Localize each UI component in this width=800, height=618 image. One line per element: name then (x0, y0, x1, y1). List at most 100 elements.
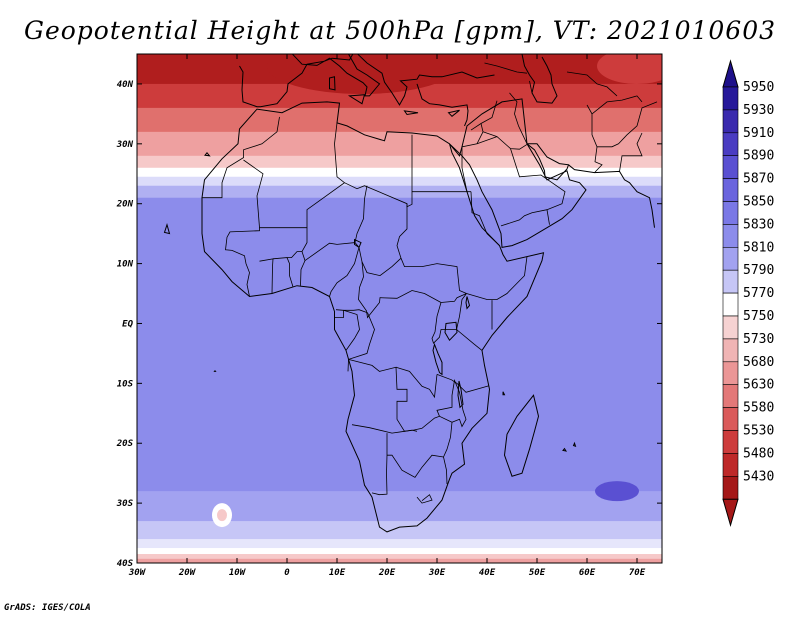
country-border (354, 185, 368, 243)
height-band (137, 131, 662, 157)
x-tick-label: 70E (629, 568, 646, 578)
colorbar-top-arrow (722, 59, 739, 88)
country-border (300, 227, 308, 286)
low-core (217, 509, 227, 522)
trough-core-east (597, 54, 662, 84)
colorbar-swatch (722, 453, 739, 477)
country-border (225, 227, 260, 297)
colorbar-swatch (722, 384, 739, 408)
country-border (529, 80, 533, 93)
lake-outline (444, 321, 458, 342)
country-border (272, 257, 294, 288)
y-tick-label: 10S (117, 379, 134, 389)
island-outline (329, 76, 336, 91)
colorbar-label: 5480 (743, 446, 774, 461)
y-tick-label: EQ (122, 319, 133, 329)
colorbar-swatch (722, 407, 739, 431)
country-border (509, 92, 528, 144)
height-band (137, 558, 662, 563)
height-band (137, 548, 662, 555)
country-border (396, 203, 528, 300)
height-band (137, 197, 662, 492)
colorbar-label: 5950 (743, 80, 774, 95)
country-border (461, 100, 498, 192)
country-border (416, 494, 433, 504)
x-tick-label: 20W (178, 568, 197, 578)
colorbar-label: 5870 (743, 172, 774, 187)
colorbar-swatch (722, 338, 739, 363)
colorbar-label: 5770 (743, 286, 774, 301)
island-outline (562, 447, 568, 452)
colorbar-label: 5630 (743, 378, 774, 393)
x-tick-label: 50E (529, 568, 546, 578)
colorbar-swatch (722, 201, 739, 225)
height-band (137, 185, 662, 199)
x-tick-label: 30W (128, 568, 147, 578)
x-tick-label: 10E (329, 568, 346, 578)
country-border (470, 123, 482, 131)
y-tick-label: 40S (117, 559, 134, 569)
colorbar-swatch (722, 475, 739, 500)
colorbar-label: 5750 (743, 309, 774, 324)
height-band (137, 176, 662, 187)
lake-outline (432, 342, 443, 376)
x-tick-label: 20E (378, 568, 396, 578)
country-border (259, 258, 274, 294)
country-border (347, 312, 375, 372)
iran-coastline (568, 164, 655, 228)
country-border (440, 293, 467, 303)
colorbar-label: 5890 (743, 149, 774, 164)
island-outline (163, 222, 171, 235)
colorbar-label: 5430 (743, 469, 774, 484)
country-border (484, 62, 528, 74)
lake-outline (465, 296, 471, 310)
country-border (456, 293, 467, 330)
x-tick-label: 10W (229, 568, 247, 578)
y-tick-label: 20N (116, 200, 134, 210)
country-border (351, 424, 414, 434)
colorbar-swatch (722, 292, 739, 317)
colorbar-swatch (722, 86, 739, 111)
country-border (436, 374, 490, 393)
country-border (334, 310, 344, 318)
colorbar-swatch (722, 247, 739, 271)
x-tick-label: 0 (284, 568, 290, 578)
country-border (387, 454, 444, 478)
country-border (619, 132, 643, 172)
y-tick-label: 40N (117, 80, 134, 90)
country-border (395, 366, 438, 399)
y-tick-label: 20S (116, 439, 134, 449)
x-tick-label: 60E (579, 568, 596, 578)
colorbar-label: 5910 (743, 126, 774, 141)
colorbar-label: 5530 (743, 424, 774, 439)
colorbar: 5950 5930 5910 5890 5870 5850 5830 5810 5790 5770… (722, 59, 774, 528)
colorbar-swatch (722, 361, 739, 385)
colorbar-label: 5730 (743, 332, 774, 347)
y-tick-label: 30S (116, 499, 134, 509)
country-border (591, 95, 643, 115)
map-title: Geopotential Height at 500hPa [gpm], VT:… (23, 16, 777, 45)
country-border (470, 191, 500, 246)
grads-credit: GrADS: IGES/COLA (4, 603, 91, 613)
high-center (595, 481, 639, 502)
colorbar-label: 5790 (743, 263, 774, 278)
arabia-coastline (449, 98, 587, 248)
colorbar-swatch (722, 178, 739, 202)
colorbar-swatch (722, 430, 739, 454)
height-band (137, 539, 662, 549)
colorbar-label: 5810 (743, 240, 774, 255)
country-border (500, 209, 548, 227)
x-axis: 30W 20W 10W 0 10E 20E 30E 40E 50E 60E 70E (128, 54, 646, 578)
country-border (597, 101, 658, 148)
trough-core (267, 54, 457, 94)
x-tick-label: 40E (479, 568, 496, 578)
country-border (358, 261, 442, 319)
colorbar-label: 5580 (743, 401, 774, 416)
island-outline (204, 152, 211, 157)
country-border (243, 122, 346, 229)
country-border (436, 378, 467, 428)
turkey-coastline (416, 83, 469, 127)
x-tick-label: 30E (428, 568, 446, 578)
y-tick-label: 10N (117, 260, 134, 270)
